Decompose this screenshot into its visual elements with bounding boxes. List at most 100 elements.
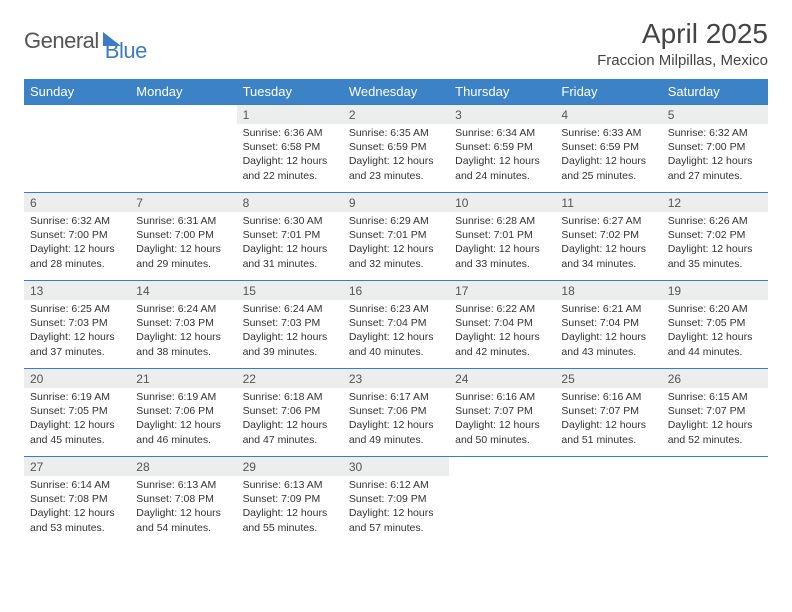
day-number: 22 (237, 369, 343, 388)
sunset-text: Sunset: 7:03 PM (243, 316, 337, 330)
daylight-text: Daylight: 12 hours and 47 minutes. (243, 418, 337, 446)
daylight-text: Daylight: 12 hours and 57 minutes. (349, 506, 443, 534)
calendar-day-cell (24, 105, 130, 193)
sunrise-text: Sunrise: 6:16 AM (455, 390, 549, 404)
day-number: 12 (662, 193, 768, 212)
month-title: April 2025 (597, 18, 768, 50)
day-content: Sunrise: 6:24 AMSunset: 7:03 PMDaylight:… (130, 300, 236, 363)
sunset-text: Sunset: 7:00 PM (668, 140, 762, 154)
calendar-day-cell (555, 457, 661, 545)
weekday-header: Saturday (662, 79, 768, 105)
day-content: Sunrise: 6:18 AMSunset: 7:06 PMDaylight:… (237, 388, 343, 451)
daylight-text: Daylight: 12 hours and 23 minutes. (349, 154, 443, 182)
sunset-text: Sunset: 7:08 PM (136, 492, 230, 506)
sunset-text: Sunset: 7:09 PM (243, 492, 337, 506)
day-content: Sunrise: 6:28 AMSunset: 7:01 PMDaylight:… (449, 212, 555, 275)
day-content: Sunrise: 6:34 AMSunset: 6:59 PMDaylight:… (449, 124, 555, 187)
sunset-text: Sunset: 7:01 PM (455, 228, 549, 242)
sunrise-text: Sunrise: 6:33 AM (561, 126, 655, 140)
daylight-text: Daylight: 12 hours and 29 minutes. (136, 242, 230, 270)
calendar-day-cell: 3Sunrise: 6:34 AMSunset: 6:59 PMDaylight… (449, 105, 555, 193)
day-number: 21 (130, 369, 236, 388)
sunrise-text: Sunrise: 6:23 AM (349, 302, 443, 316)
weekday-header: Monday (130, 79, 236, 105)
daylight-text: Daylight: 12 hours and 39 minutes. (243, 330, 337, 358)
calendar-week-row: 1Sunrise: 6:36 AMSunset: 6:58 PMDaylight… (24, 105, 768, 193)
sunrise-text: Sunrise: 6:13 AM (243, 478, 337, 492)
calendar-day-cell: 19 Sunrise: 6:20 AMSunset: 7:05 PMDayligh… (662, 281, 768, 369)
day-number: 16 (343, 281, 449, 300)
calendar-day-cell: 20Sunrise: 6:19 AMSunset: 7:05 PMDayligh… (24, 369, 130, 457)
sunrise-text: Sunrise: 6:21 AM (561, 302, 655, 316)
daylight-text: Daylight: 12 hours and 49 minutes. (349, 418, 443, 446)
sunset-text: Sunset: 7:05 PM (30, 404, 124, 418)
day-content: Sunrise: 6:24 AMSunset: 7:03 PMDaylight:… (237, 300, 343, 363)
sunrise-text: Sunrise: 6:29 AM (349, 214, 443, 228)
location-label: Fraccion Milpillas, Mexico (597, 52, 768, 69)
sunrise-text: Sunrise: 6:20 AM (668, 302, 762, 316)
calendar-week-row: 27Sunrise: 6:14 AMSunset: 7:08 PMDayligh… (24, 457, 768, 545)
sunrise-text: Sunrise: 6:34 AM (455, 126, 549, 140)
day-number: 17 (449, 281, 555, 300)
calendar-day-cell: 14Sunrise: 6:24 AMSunset: 7:03 PMDayligh… (130, 281, 236, 369)
daylight-text: Daylight: 12 hours and 44 minutes. (668, 330, 762, 358)
day-content: Sunrise: 6:26 AMSunset: 7:02 PMDaylight:… (662, 212, 768, 275)
day-number: 24 (449, 369, 555, 388)
day-content: Sunrise: 6:29 AMSunset: 7:01 PMDaylight:… (343, 212, 449, 275)
calendar-day-cell: 25Sunrise: 6:16 AMSunset: 7:07 PMDayligh… (555, 369, 661, 457)
day-number: 9 (343, 193, 449, 212)
day-number: 10 (449, 193, 555, 212)
day-number: 18 (555, 281, 661, 300)
daylight-text: Daylight: 12 hours and 42 minutes. (455, 330, 549, 358)
sunset-text: Sunset: 6:59 PM (349, 140, 443, 154)
calendar-head: SundayMondayTuesdayWednesdayThursdayFrid… (24, 79, 768, 105)
day-number: 4 (555, 105, 661, 124)
sunrise-text: Sunrise: 6:25 AM (30, 302, 124, 316)
day-number: 28 (130, 457, 236, 476)
calendar-day-cell: 27Sunrise: 6:14 AMSunset: 7:08 PMDayligh… (24, 457, 130, 545)
calendar-week-row: 13Sunrise: 6:25 AMSunset: 7:03 PMDayligh… (24, 281, 768, 369)
calendar-day-cell: 1Sunrise: 6:36 AMSunset: 6:58 PMDaylight… (237, 105, 343, 193)
calendar-table: SundayMondayTuesdayWednesdayThursdayFrid… (24, 79, 768, 545)
sunset-text: Sunset: 7:05 PM (668, 316, 762, 330)
sunset-text: Sunset: 7:01 PM (243, 228, 337, 242)
day-content: Sunrise: 6:36 AMSunset: 6:58 PMDaylight:… (237, 124, 343, 187)
calendar-day-cell: 17Sunrise: 6:22 AMSunset: 7:04 PMDayligh… (449, 281, 555, 369)
day-number: 19 (662, 281, 768, 300)
day-content: Sunrise: 6:19 AMSunset: 7:06 PMDaylight:… (130, 388, 236, 451)
day-number: 15 (237, 281, 343, 300)
sunset-text: Sunset: 6:59 PM (455, 140, 549, 154)
calendar-body: 1Sunrise: 6:36 AMSunset: 6:58 PMDaylight… (24, 105, 768, 545)
sunrise-text: Sunrise: 6:16 AM (561, 390, 655, 404)
daylight-text: Daylight: 12 hours and 34 minutes. (561, 242, 655, 270)
day-number: 1 (237, 105, 343, 124)
day-content: Sunrise: 6:27 AMSunset: 7:02 PMDaylight:… (555, 212, 661, 275)
sunrise-text: Sunrise: 6:19 AM (30, 390, 124, 404)
day-number: 29 (237, 457, 343, 476)
daylight-text: Daylight: 12 hours and 53 minutes. (30, 506, 124, 534)
calendar-day-cell: 4Sunrise: 6:33 AMSunset: 6:59 PMDaylight… (555, 105, 661, 193)
calendar-day-cell: 10Sunrise: 6:28 AMSunset: 7:01 PMDayligh… (449, 193, 555, 281)
sunset-text: Sunset: 7:06 PM (136, 404, 230, 418)
weekday-header: Tuesday (237, 79, 343, 105)
day-number: 23 (343, 369, 449, 388)
sunset-text: Sunset: 7:06 PM (349, 404, 443, 418)
calendar-day-cell: 28Sunrise: 6:13 AMSunset: 7:08 PMDayligh… (130, 457, 236, 545)
calendar-day-cell: 7Sunrise: 6:31 AMSunset: 7:00 PMDaylight… (130, 193, 236, 281)
day-number: 3 (449, 105, 555, 124)
sunset-text: Sunset: 7:03 PM (30, 316, 124, 330)
day-content: Sunrise: 6:19 AMSunset: 7:05 PMDaylight:… (24, 388, 130, 451)
daylight-text: Daylight: 12 hours and 32 minutes. (349, 242, 443, 270)
sunset-text: Sunset: 7:03 PM (136, 316, 230, 330)
sunrise-text: Sunrise: 6:12 AM (349, 478, 443, 492)
day-number: 5 (662, 105, 768, 124)
daylight-text: Daylight: 12 hours and 50 minutes. (455, 418, 549, 446)
calendar-day-cell: 26Sunrise: 6:15 AMSunset: 7:07 PMDayligh… (662, 369, 768, 457)
sunset-text: Sunset: 6:58 PM (243, 140, 337, 154)
day-content: Sunrise: 6:35 AMSunset: 6:59 PMDaylight:… (343, 124, 449, 187)
logo-text-general: General (24, 28, 99, 54)
calendar-day-cell: 18Sunrise: 6:21 AMSunset: 7:04 PMDayligh… (555, 281, 661, 369)
calendar-page: General Blue April 2025 Fraccion Milpill… (0, 0, 792, 563)
weekday-header: Friday (555, 79, 661, 105)
sunrise-text: Sunrise: 6:22 AM (455, 302, 549, 316)
